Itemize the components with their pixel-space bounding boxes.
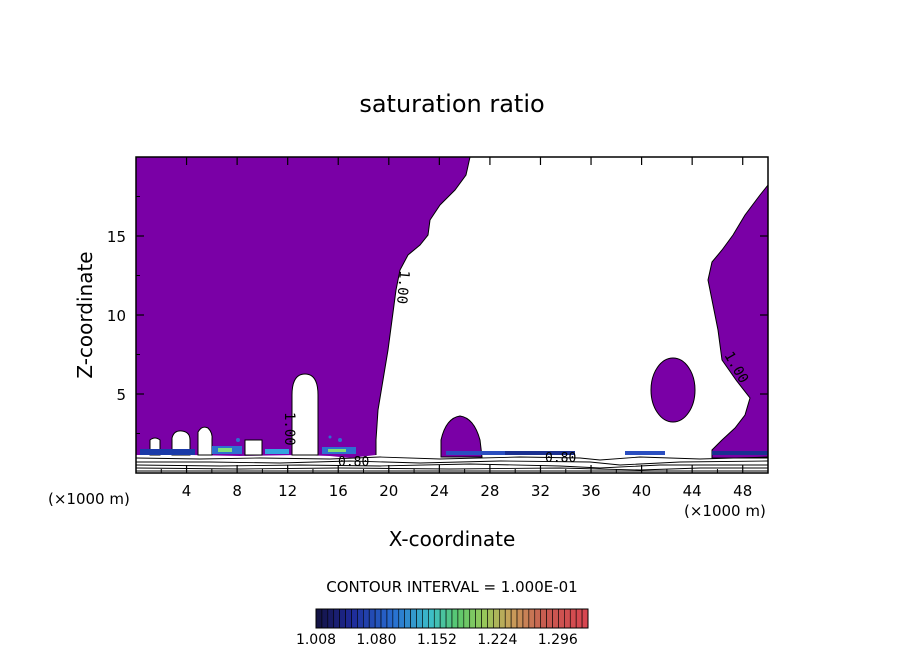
colorbar-cell	[345, 608, 352, 629]
colorbar-cell	[469, 608, 476, 629]
colorbar-label: 1.224	[477, 632, 517, 648]
contour-interval: CONTOUR INTERVAL = 1.000E-01	[326, 578, 577, 596]
y-axis: 5 10 15	[107, 196, 768, 434]
colorbar-cell	[368, 608, 376, 629]
colorbar-cell	[504, 608, 512, 629]
colorbar-cell	[374, 608, 382, 629]
colorbar-cell	[499, 608, 506, 629]
x-tick-label: 48	[733, 482, 752, 500]
x-axis-label: X-coordinate	[389, 527, 516, 551]
colorbar-cell	[481, 608, 488, 629]
colorbar-cell	[404, 608, 411, 629]
colorbar-label: 1.080	[356, 632, 396, 648]
colorbar-label: 1.296	[538, 632, 578, 648]
colorbar-cell	[392, 608, 400, 629]
y-axis-label: Z-coordinate	[73, 251, 97, 378]
region-oval	[650, 357, 696, 423]
colorbar-cell	[516, 608, 524, 629]
x-tick-label: 28	[480, 482, 499, 500]
colorbar-label: 1.008	[296, 632, 336, 648]
colorbar-cell	[475, 608, 482, 629]
x-unit-left: (×1000 m)	[48, 490, 130, 508]
x-tick-label: 20	[379, 482, 398, 500]
y-tick-label: 5	[116, 386, 126, 404]
y-tick-label: 10	[107, 307, 126, 325]
colorbar-cell	[451, 608, 459, 629]
colorbar-cell	[522, 608, 530, 629]
colorbar-cell	[575, 608, 583, 629]
region-right	[707, 184, 768, 459]
colorbar-cell	[321, 608, 329, 629]
surface-band	[140, 435, 768, 455]
colorbar-cell	[333, 608, 340, 629]
colorbar-cell	[457, 608, 465, 629]
x-tick-label: 8	[232, 482, 242, 500]
colorbar-cell	[315, 608, 323, 629]
y-tick-label: 15	[107, 228, 126, 246]
colorbar-cell	[422, 608, 429, 629]
x-tick-label: 36	[581, 482, 600, 500]
colorbar-cell	[546, 608, 553, 629]
x-axis: 4 8 12 16 20 24 28 32 36 40 44 48	[160, 157, 752, 500]
colorbar-cell	[428, 608, 435, 629]
region-center	[440, 415, 483, 458]
colorbar-cell	[351, 608, 358, 629]
region-left	[136, 157, 470, 458]
colorbar-cell	[552, 608, 559, 629]
colorbar-cell	[380, 608, 388, 629]
colorbar-labels: 1.008 1.080 1.152 1.224 1.296	[296, 632, 578, 648]
colorbar-cell	[416, 608, 423, 629]
colorbar-cell	[534, 608, 541, 629]
colorbar-cell	[463, 608, 471, 629]
colorbar-cell	[493, 608, 500, 629]
colorbar-cell	[363, 608, 370, 629]
x-tick-label: 44	[683, 482, 702, 500]
x-tick-label: 24	[430, 482, 449, 500]
colorbar-label: 1.152	[417, 632, 457, 648]
colorbar-cell	[386, 608, 394, 629]
x-tick-label: 16	[329, 482, 348, 500]
colorbar-cell	[564, 608, 571, 629]
region-left-hole	[291, 373, 319, 456]
x-tick-label: 40	[632, 482, 651, 500]
colorbar-cell	[558, 608, 565, 629]
surface-contours	[136, 456, 768, 472]
colorbar-cell	[487, 608, 494, 629]
colorbar	[315, 608, 589, 629]
contour-label: 0.80	[338, 455, 369, 470]
x-tick-label: 4	[182, 482, 192, 500]
colorbar-cell	[439, 608, 447, 629]
x-tick-label: 12	[278, 482, 297, 500]
colorbar-cell	[357, 608, 364, 629]
colorbar-cell	[410, 608, 417, 629]
x-unit-right: (×1000 m)	[684, 502, 766, 520]
chart-title: saturation ratio	[359, 90, 544, 118]
contour-label: 1.00	[281, 412, 297, 446]
colorbar-cell	[445, 608, 453, 629]
colorbar-cell	[581, 608, 589, 629]
colorbar-frame	[315, 608, 589, 629]
contour-label: 0.80	[545, 451, 576, 466]
colorbar-cell	[339, 608, 346, 629]
colorbar-cell	[528, 608, 536, 629]
colorbar-cell	[510, 608, 518, 629]
colorbar-cell	[433, 608, 441, 629]
colorbar-cell	[327, 608, 335, 629]
colorbar-cell	[569, 608, 577, 629]
x-tick-label: 32	[531, 482, 550, 500]
plot-area: 1.00 1.00 1.00 0.80 0.80	[136, 157, 768, 472]
colorbar-cell	[398, 608, 405, 629]
contour-label: 1.00	[393, 270, 412, 305]
colorbar-cell	[540, 608, 547, 629]
